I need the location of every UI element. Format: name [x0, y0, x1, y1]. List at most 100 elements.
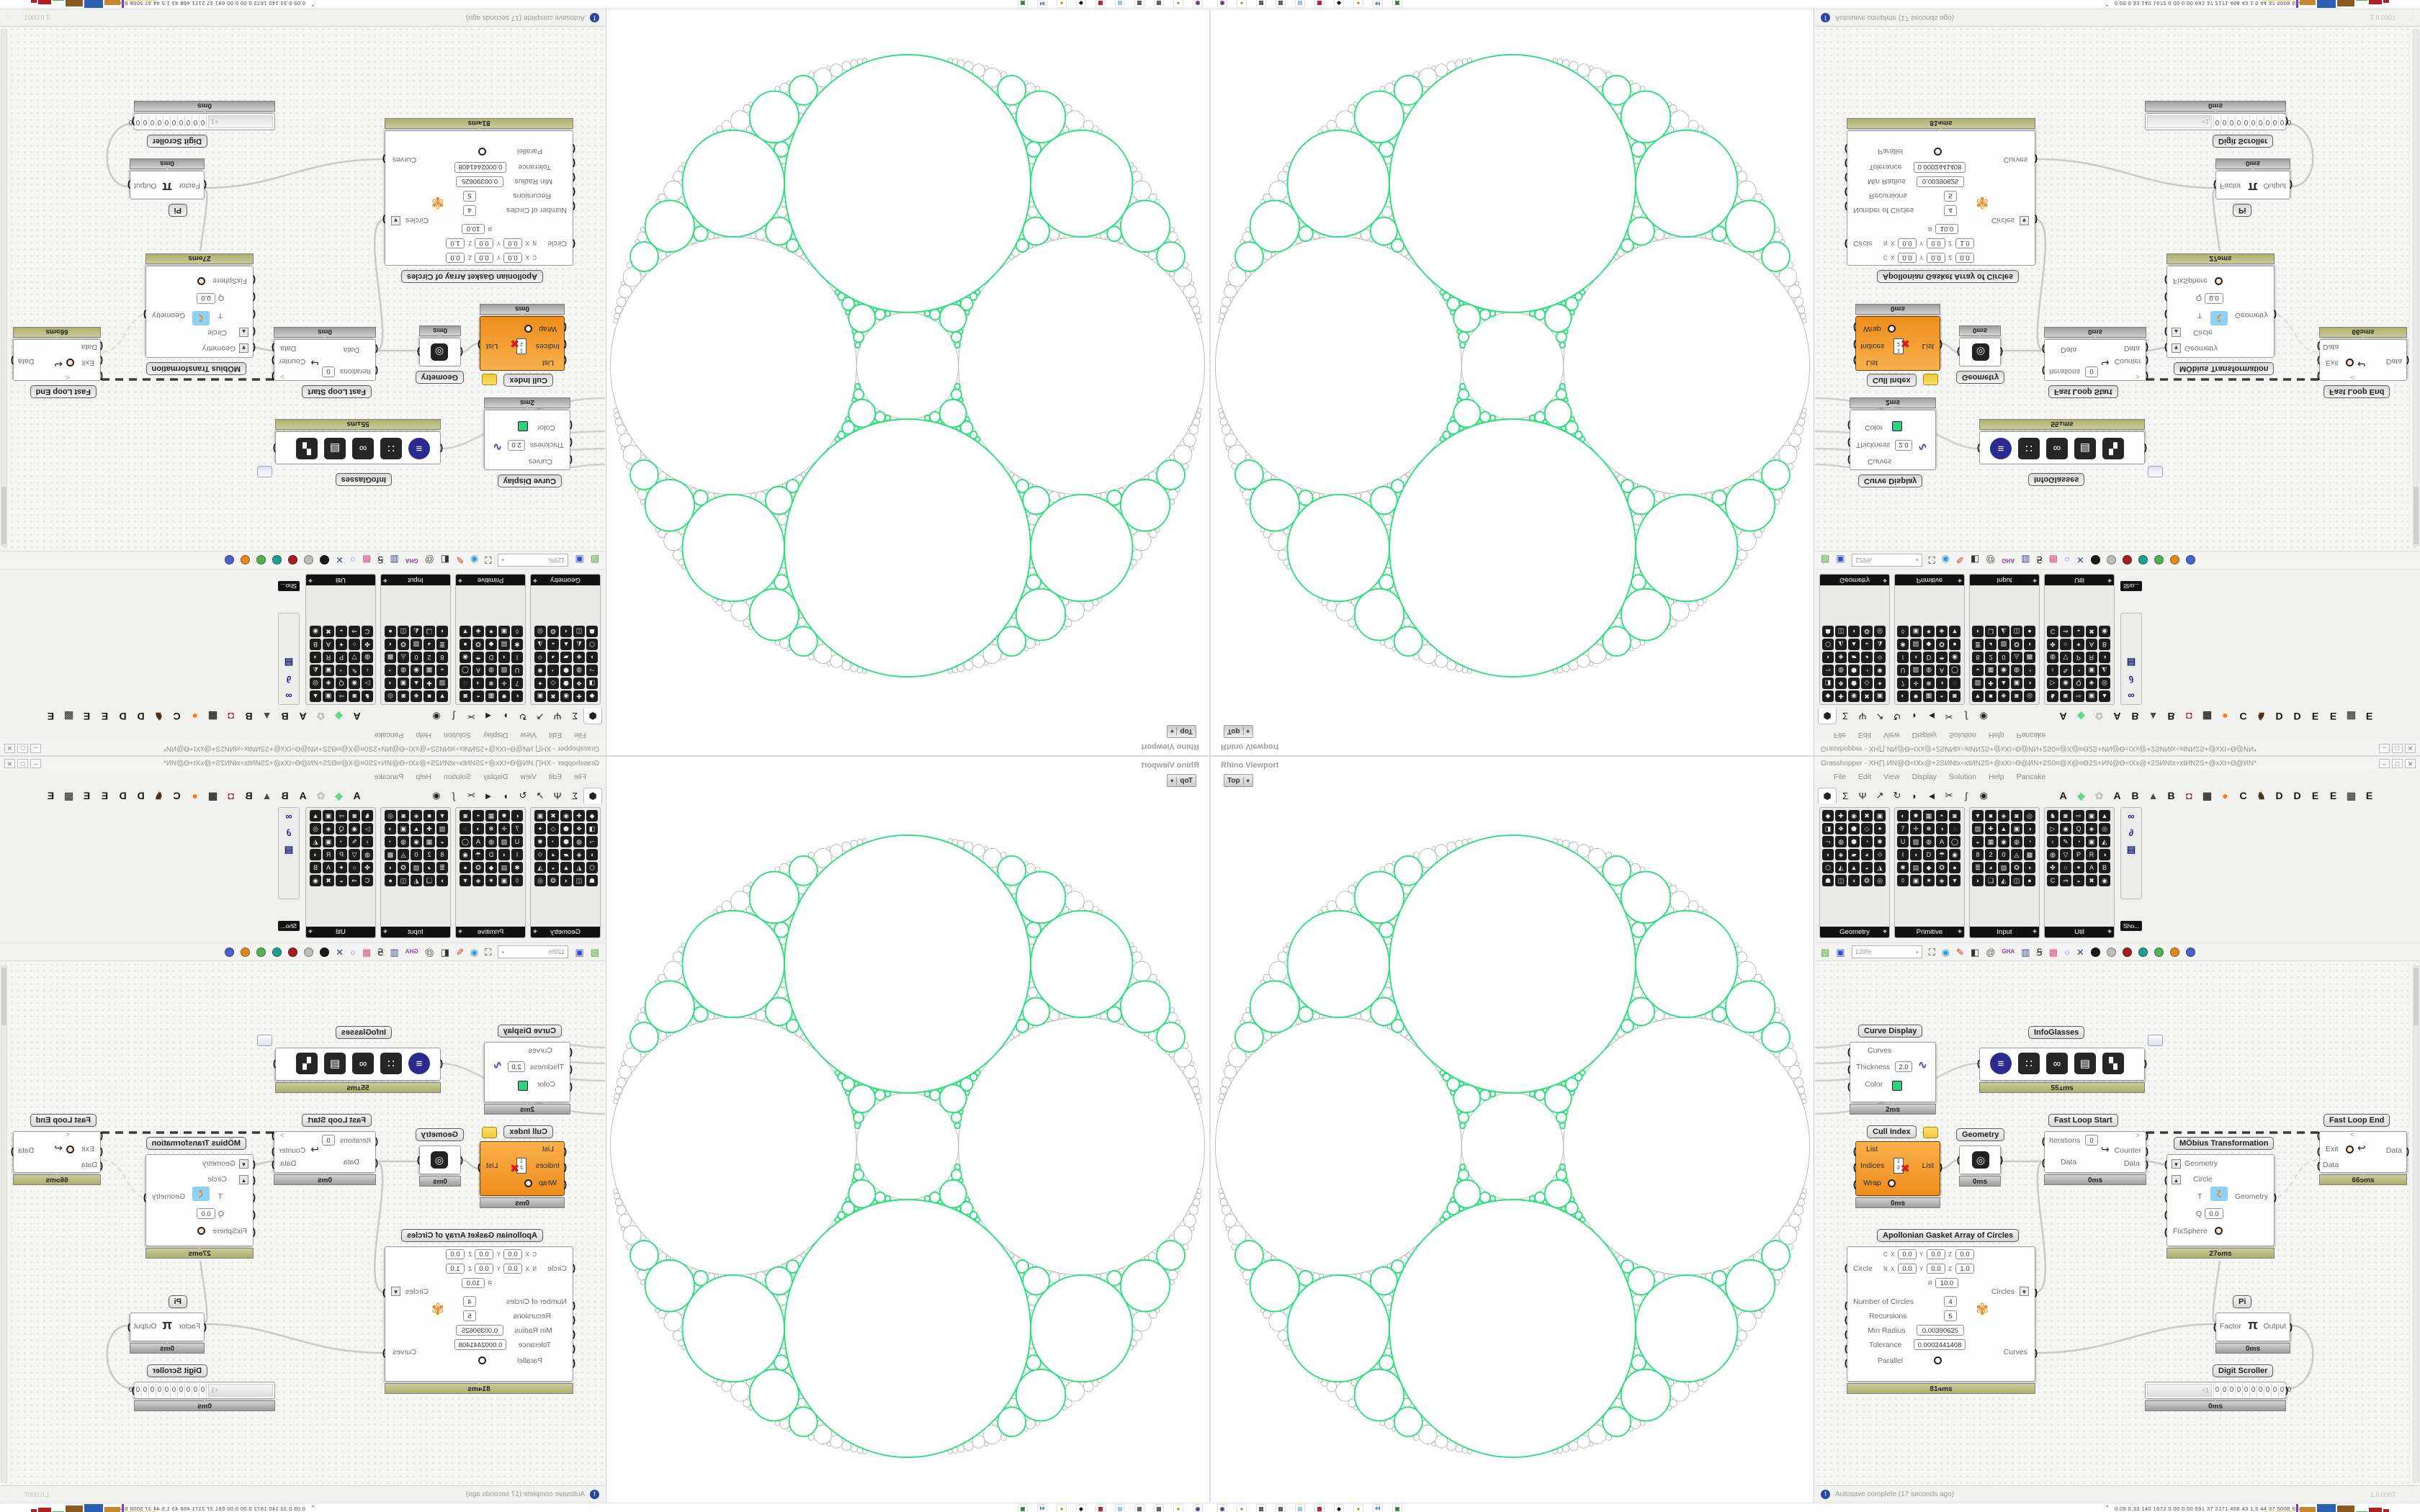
number-of-circles-value[interactable]: 4	[1944, 1296, 1957, 1307]
panel-icon[interactable]: U	[511, 665, 523, 676]
panel-icon[interactable]: ▣	[1874, 810, 1886, 822]
panel-icon[interactable]: ▩	[385, 849, 396, 860]
maze-app-2-icon[interactable]: ▩	[1276, 1504, 1286, 1512]
panel-icon[interactable]: ◑	[1936, 678, 1948, 689]
panel-icon[interactable]: ◎	[534, 626, 546, 637]
graft-up-icon[interactable]: ▲	[239, 1175, 248, 1184]
canvas-scrollbar[interactable]	[2413, 30, 2419, 546]
wolf-app-icon[interactable]: ◆	[1076, 0, 1086, 8]
output-port[interactable]	[1940, 341, 1942, 348]
window-panel-icon[interactable]: ▥	[2021, 946, 2030, 958]
panel-icon[interactable]: ◆	[485, 862, 497, 873]
plugin-tab[interactable]: B	[281, 790, 289, 801]
plugin-tab[interactable]: A	[353, 790, 361, 801]
panel-icon[interactable]: ✷	[1923, 875, 1935, 886]
panel-icon[interactable]: ▰	[1848, 652, 1860, 663]
panel-icon[interactable]: ◬	[2011, 652, 2022, 663]
panel-icon[interactable]: ◌	[1949, 823, 1960, 834]
panel-icon[interactable]: ◆	[586, 690, 598, 702]
panel-icon[interactable]: P	[2073, 849, 2084, 860]
panel-icon[interactable]: ✦	[336, 639, 347, 650]
zoom-fit-icon[interactable]: ⛶	[1928, 554, 1935, 566]
menu-item-edit[interactable]: Edit	[548, 731, 563, 739]
input-port[interactable]	[2164, 1194, 2167, 1201]
panel-icon[interactable]: A	[323, 862, 334, 873]
input-port[interactable]	[2164, 311, 2167, 318]
panel-icon[interactable]: B	[310, 639, 321, 650]
digit-cell[interactable]: 0	[142, 1384, 149, 1397]
node-label-geometry[interactable]: Geometry	[415, 371, 464, 384]
terminal-app-icon[interactable]: ▣	[1018, 1504, 1028, 1512]
display-mode-ball[interactable]	[225, 555, 235, 565]
panel-icon[interactable]: ✦	[1874, 678, 1886, 689]
panel-icon[interactable]: ☂	[1936, 849, 1948, 860]
input-port[interactable]	[253, 1194, 256, 1201]
panel-icon[interactable]: I	[511, 849, 523, 860]
infoglasses-icon[interactable]: ≡	[408, 438, 430, 459]
panel-icon[interactable]: ◈	[2086, 678, 2097, 689]
panel-icon[interactable]: R	[323, 849, 334, 860]
input-port[interactable]	[2164, 276, 2167, 284]
input-port[interactable]	[2042, 346, 2045, 353]
panel-icon[interactable]: ◒	[547, 862, 559, 873]
node-fast-loop-start[interactable]: Iterations 0 Data > Counter Data ↪	[2044, 339, 2146, 381]
infoglasses-icon[interactable]: ∞	[352, 1053, 374, 1074]
resize-grip[interactable]: ⋱	[2408, 1490, 2416, 1498]
category-tab-icon[interactable]: ↻	[1893, 790, 1901, 801]
resize-grip[interactable]: ⋱	[4, 1490, 12, 1498]
category-tab-icon[interactable]: Σ	[571, 790, 578, 801]
glasses-icon[interactable]: ▤	[284, 844, 294, 855]
panel-icon[interactable]: ◫	[2011, 875, 2022, 886]
panel-icon[interactable]: ◉	[2099, 875, 2110, 886]
menu-item-display[interactable]: Display	[483, 773, 508, 781]
digit-cell[interactable]: 0	[178, 1384, 185, 1397]
resize-grip[interactable]: ⋱	[2408, 14, 2416, 22]
output-port[interactable]	[382, 1349, 385, 1356]
open-file-icon[interactable]: ▨	[590, 946, 599, 958]
digit-cell[interactable]: 0	[2242, 1384, 2249, 1397]
panel-icon[interactable]: ◙	[2060, 810, 2071, 822]
panel-icon[interactable]: ♁	[2047, 836, 2058, 847]
output-port[interactable]	[272, 1132, 274, 1139]
panel-icon[interactable]: ◔	[1861, 836, 1873, 847]
iterations-value[interactable]: 0	[322, 1135, 335, 1146]
panel-icon[interactable]: 2	[1985, 849, 1996, 860]
panel-icon[interactable]: ▦	[424, 665, 435, 676]
panel-icon[interactable]: ❖	[573, 823, 585, 834]
panel-icon[interactable]: ●	[385, 626, 396, 637]
panel-icon[interactable]: ✚	[573, 810, 585, 822]
node-label-fast-loop-end[interactable]: Fast Loop End	[2323, 1114, 2390, 1127]
output-port[interactable]	[1940, 1164, 1942, 1171]
plugin-tab[interactable]: D	[2293, 711, 2301, 722]
plugin-tab[interactable]: E	[2365, 790, 2373, 801]
panel-icon[interactable]: ▣	[2011, 823, 2022, 834]
input-port[interactable]	[100, 1148, 103, 1155]
r-value[interactable]: 10.0	[1935, 1278, 1958, 1288]
iterations-value[interactable]: 0	[322, 366, 335, 377]
note-bubble-icon[interactable]	[257, 466, 272, 477]
panel-icon[interactable]: ◫	[1835, 626, 1847, 637]
digit-cell[interactable]: 0	[2249, 1384, 2257, 1397]
panel-icon[interactable]: U	[1897, 836, 1909, 847]
display-mode-ball[interactable]	[2106, 947, 2116, 957]
sketch-pen-icon[interactable]: ✎	[456, 554, 464, 566]
input-port[interactable]	[564, 1164, 567, 1171]
panel-icon[interactable]: ▼	[1972, 810, 1984, 822]
notes-app-icon[interactable]: ▤	[1295, 0, 1305, 8]
node-geometry[interactable]: ◎	[1959, 338, 2001, 366]
notes-app-icon[interactable]: ▤	[1295, 1504, 1305, 1512]
infoglasses-icon[interactable]: ∞	[352, 438, 374, 459]
maze-app-icon[interactable]: ▩	[1256, 1504, 1266, 1512]
panel-icon[interactable]: ✎	[2060, 665, 2071, 676]
panel-icon[interactable]: ◭	[1835, 639, 1847, 650]
panel-icon[interactable]: ✪	[1936, 639, 1948, 650]
panel-icon[interactable]: ⤳	[1822, 836, 1834, 847]
panel-icon[interactable]: ❏	[1985, 875, 1996, 886]
plugin-tab[interactable]: ▲	[2148, 711, 2159, 722]
node-pi[interactable]: Factor π Output	[2215, 171, 2290, 199]
panel-icon[interactable]: ❏	[424, 875, 435, 886]
panel-icon[interactable]: ▲	[560, 862, 572, 873]
wrap-toggle[interactable]	[1888, 1179, 1896, 1187]
panel-icon[interactable]: ◆	[1822, 810, 1834, 822]
panel-icon[interactable]: ◆	[485, 639, 497, 650]
